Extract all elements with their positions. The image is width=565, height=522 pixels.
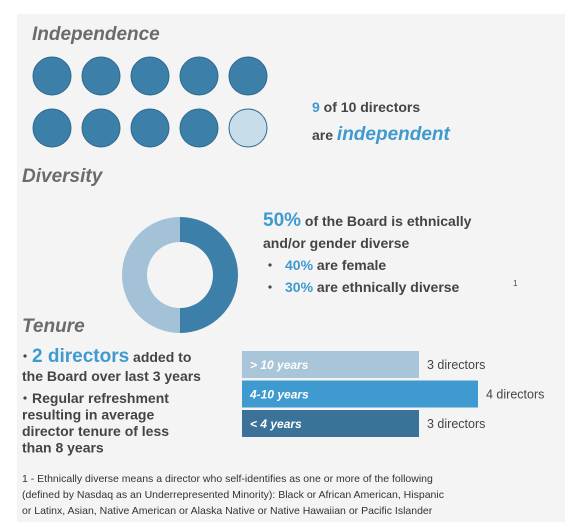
footnote: 1 - Ethnically diverse means a director …	[22, 473, 433, 485]
text-span: independent	[337, 124, 451, 145]
text-span: 50%	[263, 210, 301, 231]
director-dot	[179, 108, 219, 148]
donut-segment	[180, 217, 238, 333]
text-line: 40% are female	[285, 257, 386, 273]
director-dot	[130, 56, 170, 96]
text-span: 30%	[285, 279, 314, 295]
text-span: Regular refreshment	[32, 390, 169, 406]
text-line: 50% of the Board is ethnically	[263, 210, 472, 231]
section-title: Diversity	[22, 166, 104, 187]
director-dot	[81, 56, 121, 96]
value-label: 3 directors	[427, 358, 485, 372]
text-line: and/or gender diverse	[263, 235, 409, 251]
text-line: director tenure of less	[22, 423, 169, 439]
text-line: the Board over last 3 years	[22, 368, 201, 384]
bullet	[268, 263, 272, 267]
director-dot	[228, 56, 268, 96]
text-span: resulting in average	[22, 407, 154, 423]
superscript: 1	[513, 279, 518, 288]
bar	[242, 380, 478, 408]
footnote: (defined by Nasdaq as an Underrepresente…	[22, 489, 444, 501]
director-dot	[32, 108, 72, 148]
director-dot	[179, 56, 219, 96]
text-span: 9	[312, 99, 320, 115]
footnote: or Latinx, Asian, Native American or Ala…	[22, 505, 433, 517]
text-span: than 8 years	[22, 440, 104, 456]
text-line: 30% are ethnically diverse	[285, 279, 460, 295]
text-span: are	[312, 127, 337, 143]
director-dot	[130, 108, 170, 148]
value-label: 4 directors	[486, 388, 544, 402]
text-span: the Board over last 3 years	[22, 368, 201, 384]
text-span: are female	[313, 257, 386, 273]
section-title: Tenure	[22, 316, 85, 337]
bar	[242, 410, 419, 437]
bar-label: > 10 years	[250, 358, 309, 372]
text-span: of the Board is ethnically	[301, 213, 472, 229]
bullet	[23, 396, 27, 400]
text-line: resulting in average	[22, 407, 154, 423]
text-line: than 8 years	[22, 440, 104, 456]
donut-rest	[122, 217, 180, 333]
director-dot	[228, 108, 268, 148]
panel	[17, 14, 565, 522]
director-dot	[81, 108, 121, 148]
section-title: Independence	[32, 24, 160, 45]
text-line: are independent	[312, 124, 451, 145]
bullet	[23, 354, 27, 358]
text-span: of 10 directors	[320, 99, 421, 115]
text-span: and/or gender diverse	[263, 235, 409, 251]
text-line: 9 of 10 directors	[312, 99, 420, 115]
bullet	[268, 285, 272, 289]
text-span: director tenure of less	[22, 423, 169, 439]
bar	[242, 351, 419, 378]
text-line: 2 directors added to	[32, 346, 191, 367]
text-span: 40%	[285, 257, 314, 273]
text-span: 2 directors	[32, 346, 129, 367]
value-label: 3 directors	[427, 417, 485, 431]
text-span: are ethnically diverse	[313, 279, 460, 295]
bar-label: 4-10 years	[249, 388, 309, 402]
text-span: added to	[129, 349, 191, 365]
text-line: Regular refreshment	[32, 390, 169, 406]
bar-label: < 4 years	[250, 417, 302, 431]
director-dot	[32, 56, 72, 96]
